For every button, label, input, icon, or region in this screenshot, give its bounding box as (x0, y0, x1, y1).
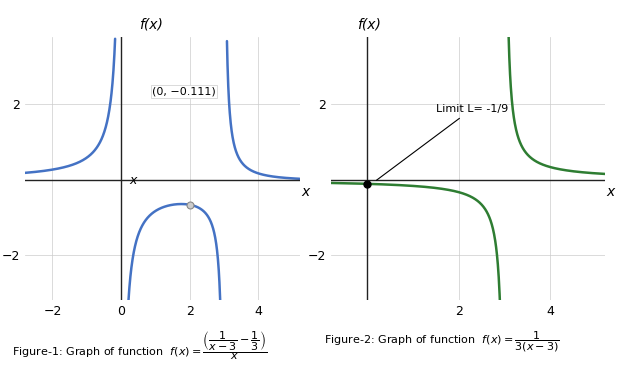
Text: Limit L= -1/9: Limit L= -1/9 (376, 104, 508, 180)
X-axis label: x: x (607, 186, 615, 199)
Y-axis label: f(x): f(x) (139, 17, 163, 31)
Text: Figure-1: Graph of function  $f(x) = \dfrac{\left(\dfrac{1}{x-3} - \dfrac{1}{3}\: Figure-1: Graph of function $f(x) = \dfr… (12, 329, 268, 362)
Text: Figure-2: Graph of function  $f(x) = \dfrac{1}{3(x-3)}$: Figure-2: Graph of function $f(x) = \dfr… (324, 329, 560, 354)
Text: (0, −0.111): (0, −0.111) (152, 87, 216, 97)
Text: $x$: $x$ (129, 174, 139, 187)
X-axis label: x: x (301, 186, 309, 199)
Y-axis label: f(x): f(x) (357, 17, 381, 31)
